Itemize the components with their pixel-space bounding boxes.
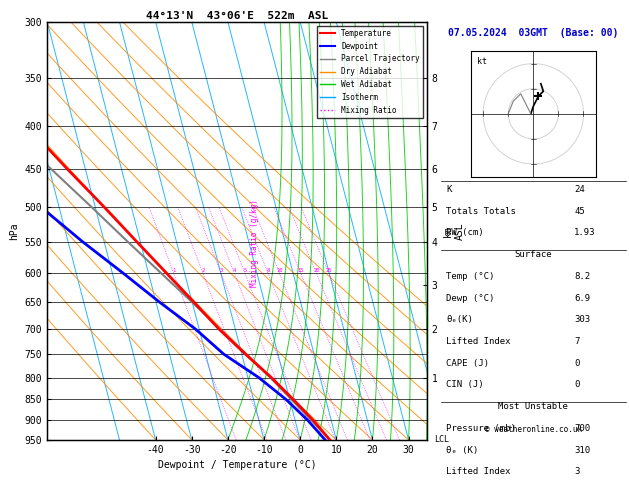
Y-axis label: km
ASL: km ASL	[443, 222, 465, 240]
Text: θₑ (K): θₑ (K)	[447, 446, 479, 455]
Text: 1.93: 1.93	[574, 228, 596, 237]
Text: 1: 1	[172, 268, 175, 273]
Text: 5: 5	[243, 268, 247, 273]
Text: CAPE (J): CAPE (J)	[447, 359, 489, 368]
Text: CIN (J): CIN (J)	[447, 381, 484, 389]
Text: Lifted Index: Lifted Index	[447, 468, 511, 476]
Text: 3: 3	[220, 268, 223, 273]
Text: Surface: Surface	[515, 250, 552, 259]
Text: 24: 24	[574, 185, 585, 194]
Text: Temp (°C): Temp (°C)	[447, 272, 494, 281]
Text: 20: 20	[313, 268, 320, 273]
Text: 25: 25	[325, 268, 332, 273]
Title: 44°13'N  43°06'E  522m  ASL: 44°13'N 43°06'E 522m ASL	[146, 11, 328, 21]
Text: Dewp (°C): Dewp (°C)	[447, 294, 494, 303]
Text: 45: 45	[574, 207, 585, 216]
Text: Most Unstable: Most Unstable	[498, 402, 568, 411]
Text: 3: 3	[574, 468, 579, 476]
Text: © weatheronline.co.uk: © weatheronline.co.uk	[485, 425, 582, 434]
Text: Mixing Ratio (g/kg): Mixing Ratio (g/kg)	[250, 199, 259, 287]
Text: PW (cm): PW (cm)	[447, 228, 484, 237]
Text: 8: 8	[267, 268, 270, 273]
Text: 2: 2	[201, 268, 204, 273]
Text: 8.2: 8.2	[574, 272, 590, 281]
Text: K: K	[447, 185, 452, 194]
Y-axis label: hPa: hPa	[9, 222, 19, 240]
Text: Pressure (mb): Pressure (mb)	[447, 424, 516, 433]
Text: 0: 0	[574, 381, 579, 389]
Text: 4: 4	[233, 268, 236, 273]
Text: 0: 0	[574, 359, 579, 368]
Text: 310: 310	[574, 446, 590, 455]
X-axis label: Dewpoint / Temperature (°C): Dewpoint / Temperature (°C)	[158, 460, 316, 470]
Text: 07.05.2024  03GMT  (Base: 00): 07.05.2024 03GMT (Base: 00)	[448, 28, 618, 38]
Text: Lifted Index: Lifted Index	[447, 337, 511, 346]
Text: 10: 10	[276, 268, 282, 273]
Text: 303: 303	[574, 315, 590, 324]
Text: 15: 15	[298, 268, 304, 273]
Legend: Temperature, Dewpoint, Parcel Trajectory, Dry Adiabat, Wet Adiabat, Isotherm, Mi: Temperature, Dewpoint, Parcel Trajectory…	[316, 26, 423, 118]
Text: 700: 700	[574, 424, 590, 433]
Text: 6.9: 6.9	[574, 294, 590, 303]
Text: LCL: LCL	[434, 435, 449, 444]
Text: 7: 7	[574, 337, 579, 346]
Text: θₑ(K): θₑ(K)	[447, 315, 473, 324]
Text: Totals Totals: Totals Totals	[447, 207, 516, 216]
